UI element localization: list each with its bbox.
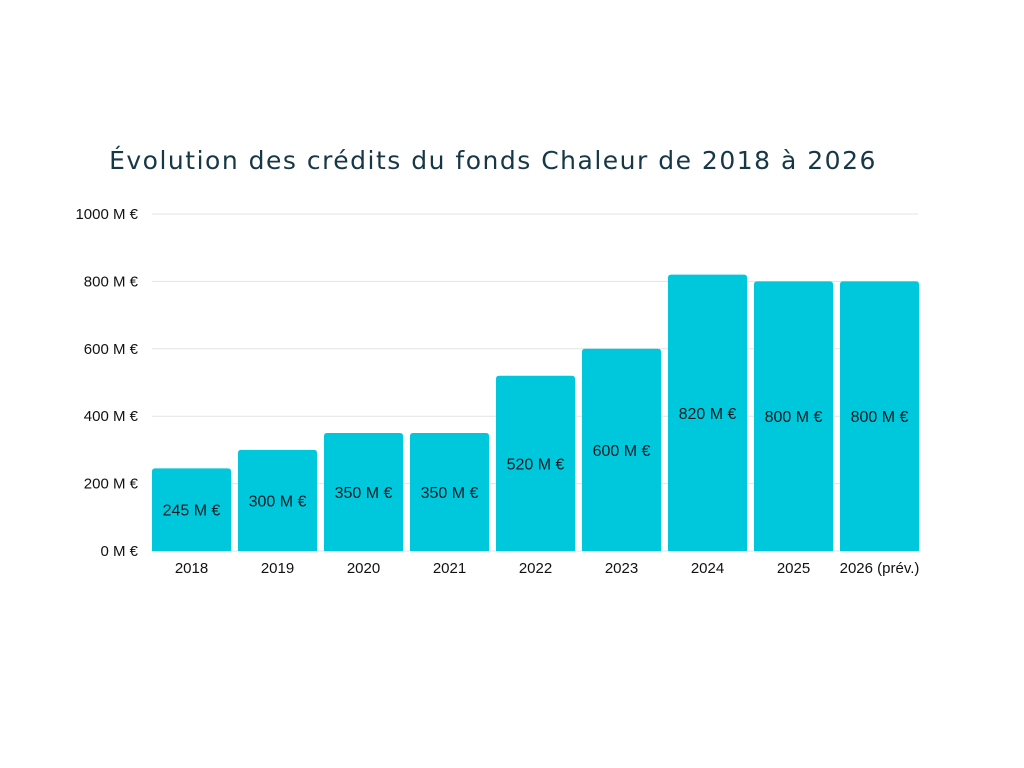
x-tick-label: 2022 bbox=[519, 560, 552, 577]
bar-data-label: 800 M € bbox=[851, 409, 909, 426]
bar-data-label: 520 M € bbox=[507, 456, 565, 473]
bar bbox=[238, 449, 317, 551]
bar-data-label: 300 M € bbox=[249, 493, 307, 510]
bar-data-label: 600 M € bbox=[593, 443, 651, 460]
x-tick-label: 2020 bbox=[347, 560, 380, 577]
x-tick-label: 2025 bbox=[777, 560, 810, 577]
bar-data-label: 800 M € bbox=[765, 409, 823, 426]
chart-title: Évolution des crédits du fonds Chaleur d… bbox=[109, 146, 877, 175]
y-tick-label: 600 M € bbox=[84, 341, 139, 358]
y-tick-label: 0 M € bbox=[100, 543, 138, 560]
bar bbox=[840, 281, 919, 551]
bar bbox=[324, 433, 403, 551]
x-tick-label: 2024 bbox=[691, 560, 724, 577]
x-tick-label: 2018 bbox=[175, 560, 208, 577]
bar-data-label: 245 M € bbox=[163, 503, 221, 520]
bar bbox=[668, 274, 747, 551]
bar-data-label: 350 M € bbox=[335, 485, 393, 502]
bar bbox=[410, 433, 489, 551]
bar-data-label: 350 M € bbox=[421, 485, 479, 502]
bar bbox=[152, 468, 231, 551]
y-tick-label: 1000 M € bbox=[75, 206, 138, 223]
bar-data-label: 820 M € bbox=[679, 406, 737, 423]
y-tick-label: 200 M € bbox=[84, 476, 139, 493]
x-tick-label: 2019 bbox=[261, 560, 294, 577]
y-tick-label: 800 M € bbox=[84, 273, 139, 290]
bar bbox=[754, 281, 833, 551]
x-tick-label: 2021 bbox=[433, 560, 466, 577]
bar bbox=[496, 375, 575, 551]
x-tick-label: 2023 bbox=[605, 560, 638, 577]
y-tick-label: 400 M € bbox=[84, 408, 139, 425]
x-tick-label: 2026 (prév.) bbox=[840, 560, 920, 577]
bar bbox=[582, 348, 661, 551]
